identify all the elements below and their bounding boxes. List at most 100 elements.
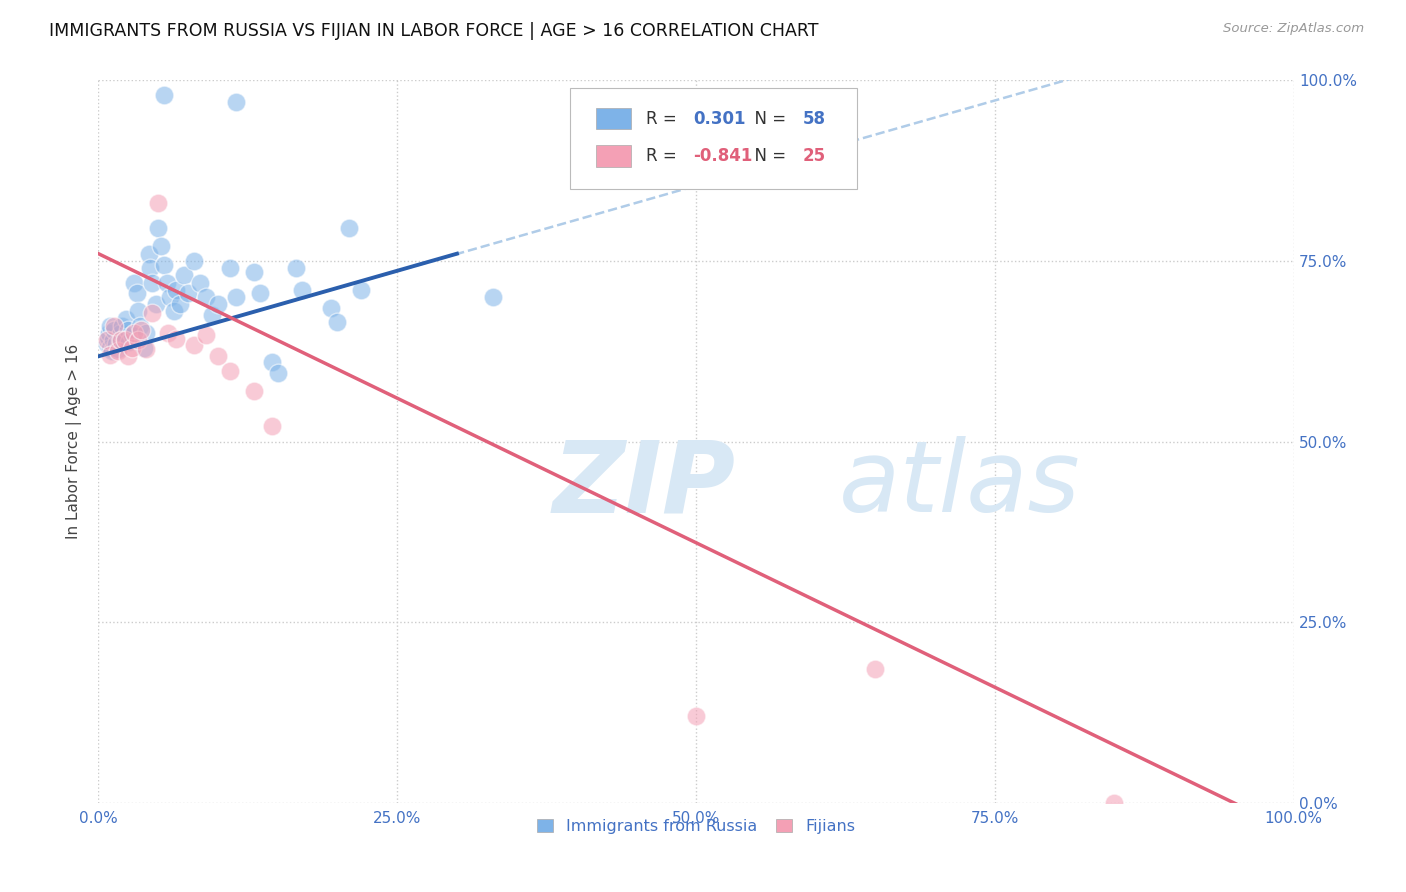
Point <box>129 318 152 333</box>
Point <box>135 326 157 340</box>
Text: 25: 25 <box>803 147 825 165</box>
Point <box>243 265 266 279</box>
Point <box>132 341 155 355</box>
Text: N =: N = <box>744 147 792 165</box>
Point <box>131 322 153 336</box>
Point <box>117 349 139 363</box>
Point <box>339 221 361 235</box>
Point <box>163 304 186 318</box>
FancyBboxPatch shape <box>571 87 858 189</box>
Point <box>153 258 176 272</box>
Point <box>118 334 141 349</box>
Point <box>96 334 118 348</box>
Point <box>97 330 120 344</box>
Point <box>183 338 205 352</box>
Point <box>96 337 118 351</box>
Point <box>165 332 187 346</box>
Point <box>169 297 191 311</box>
Text: atlas: atlas <box>839 436 1081 533</box>
Point <box>135 342 157 356</box>
Text: ZIP: ZIP <box>553 436 735 533</box>
Point <box>225 95 247 109</box>
Point <box>141 276 163 290</box>
Point <box>156 326 179 340</box>
Point <box>139 261 162 276</box>
Point <box>284 261 307 276</box>
Point <box>107 342 129 356</box>
Point <box>1104 796 1126 810</box>
Text: -0.841: -0.841 <box>693 147 754 165</box>
Point <box>103 318 125 333</box>
Point <box>98 326 121 340</box>
Point <box>115 311 138 326</box>
Text: IMMIGRANTS FROM RUSSIA VS FIJIAN IN LABOR FORCE | AGE > 16 CORRELATION CHART: IMMIGRANTS FROM RUSSIA VS FIJIAN IN LABO… <box>49 22 818 40</box>
FancyBboxPatch shape <box>596 108 631 129</box>
Point <box>110 326 132 340</box>
Point <box>326 315 349 329</box>
Y-axis label: In Labor Force | Age > 16: In Labor Force | Age > 16 <box>66 344 82 539</box>
Point <box>121 327 143 342</box>
FancyBboxPatch shape <box>596 145 631 167</box>
Point <box>110 334 132 348</box>
Point <box>107 344 129 359</box>
Point <box>98 348 122 362</box>
Point <box>124 326 146 340</box>
Point <box>177 286 200 301</box>
Point <box>173 268 195 283</box>
Text: N =: N = <box>744 110 792 128</box>
Point <box>103 322 125 336</box>
Point <box>207 297 229 311</box>
Point <box>165 283 187 297</box>
Point <box>125 286 148 301</box>
Point <box>121 341 143 355</box>
Point <box>350 283 373 297</box>
Point <box>127 334 149 348</box>
Text: R =: R = <box>645 110 682 128</box>
Point <box>124 276 146 290</box>
Point <box>260 418 283 433</box>
Point <box>183 253 205 268</box>
Point <box>145 297 167 311</box>
Point <box>260 355 283 369</box>
Point <box>267 366 290 380</box>
Point <box>321 301 343 315</box>
Point <box>155 276 177 290</box>
Text: 58: 58 <box>803 110 825 128</box>
Point <box>127 304 149 318</box>
Point <box>138 246 160 260</box>
Point <box>225 290 247 304</box>
Text: R =: R = <box>645 147 682 165</box>
Point <box>219 364 242 378</box>
Point <box>117 322 139 336</box>
Point <box>100 344 122 359</box>
Point <box>105 337 128 351</box>
Point <box>195 290 218 304</box>
Point <box>149 239 172 253</box>
Point <box>148 196 170 211</box>
Point <box>249 286 271 301</box>
Point <box>291 283 314 297</box>
Point <box>219 261 242 276</box>
Point <box>865 662 887 676</box>
Point <box>195 327 218 342</box>
Point <box>159 290 181 304</box>
Point <box>98 341 122 355</box>
Point <box>108 334 131 348</box>
Point <box>148 221 170 235</box>
Point <box>153 87 176 102</box>
Point <box>114 334 136 348</box>
Point <box>201 308 224 322</box>
Legend: Immigrants from Russia, Fijians: Immigrants from Russia, Fijians <box>529 811 863 842</box>
Point <box>114 330 136 344</box>
Text: 0.301: 0.301 <box>693 110 747 128</box>
Point <box>188 276 211 290</box>
Point <box>685 709 707 723</box>
Point <box>243 384 266 398</box>
Point <box>141 306 163 320</box>
Text: Source: ZipAtlas.com: Source: ZipAtlas.com <box>1223 22 1364 36</box>
Point <box>111 318 134 333</box>
Point <box>101 334 124 348</box>
Point <box>98 318 122 333</box>
Point <box>207 349 229 363</box>
Point <box>481 290 505 304</box>
